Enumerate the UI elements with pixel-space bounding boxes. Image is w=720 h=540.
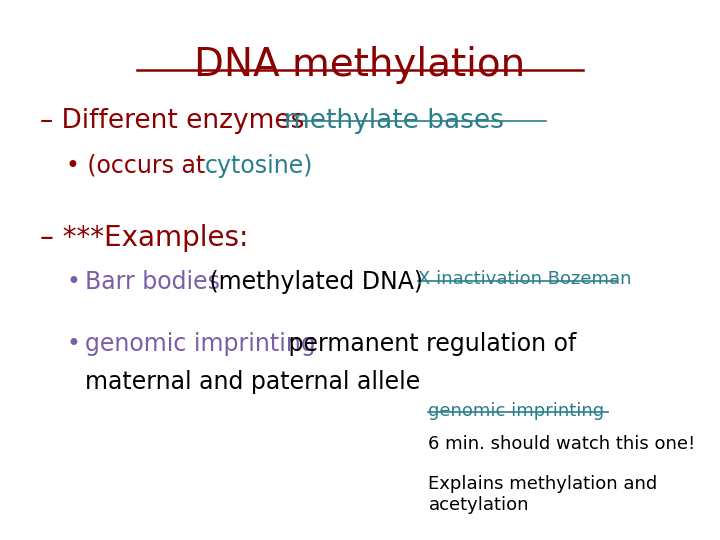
Text: genomic imprinting: genomic imprinting — [85, 332, 315, 356]
Text: cytosine): cytosine) — [205, 154, 314, 178]
Text: maternal and paternal allele: maternal and paternal allele — [85, 370, 420, 394]
Text: •: • — [66, 332, 80, 356]
Text: permanent regulation of: permanent regulation of — [281, 332, 576, 356]
Text: Barr bodies: Barr bodies — [85, 270, 220, 294]
Text: (methylated DNA): (methylated DNA) — [202, 270, 430, 294]
Text: • (occurs at: • (occurs at — [66, 154, 213, 178]
Text: Explains methylation and
acetylation: Explains methylation and acetylation — [428, 475, 657, 514]
Text: methylate bases: methylate bases — [284, 108, 504, 134]
Text: genomic imprinting: genomic imprinting — [428, 402, 605, 420]
Text: X inactivation Bozeman: X inactivation Bozeman — [418, 270, 631, 288]
Text: •: • — [66, 270, 80, 294]
Text: 6 min. should watch this one!: 6 min. should watch this one! — [428, 435, 696, 453]
Text: – ***Examples:: – ***Examples: — [40, 224, 248, 252]
Text: DNA methylation: DNA methylation — [194, 46, 526, 84]
Text: – Different enzymes: – Different enzymes — [40, 108, 312, 134]
